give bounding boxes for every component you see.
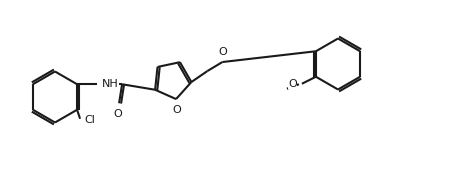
Text: NH: NH [101,79,118,89]
Text: Cl: Cl [84,115,95,125]
Text: O: O [172,105,180,115]
Text: O: O [287,79,296,89]
Text: O: O [218,47,226,57]
Text: O: O [113,109,122,119]
